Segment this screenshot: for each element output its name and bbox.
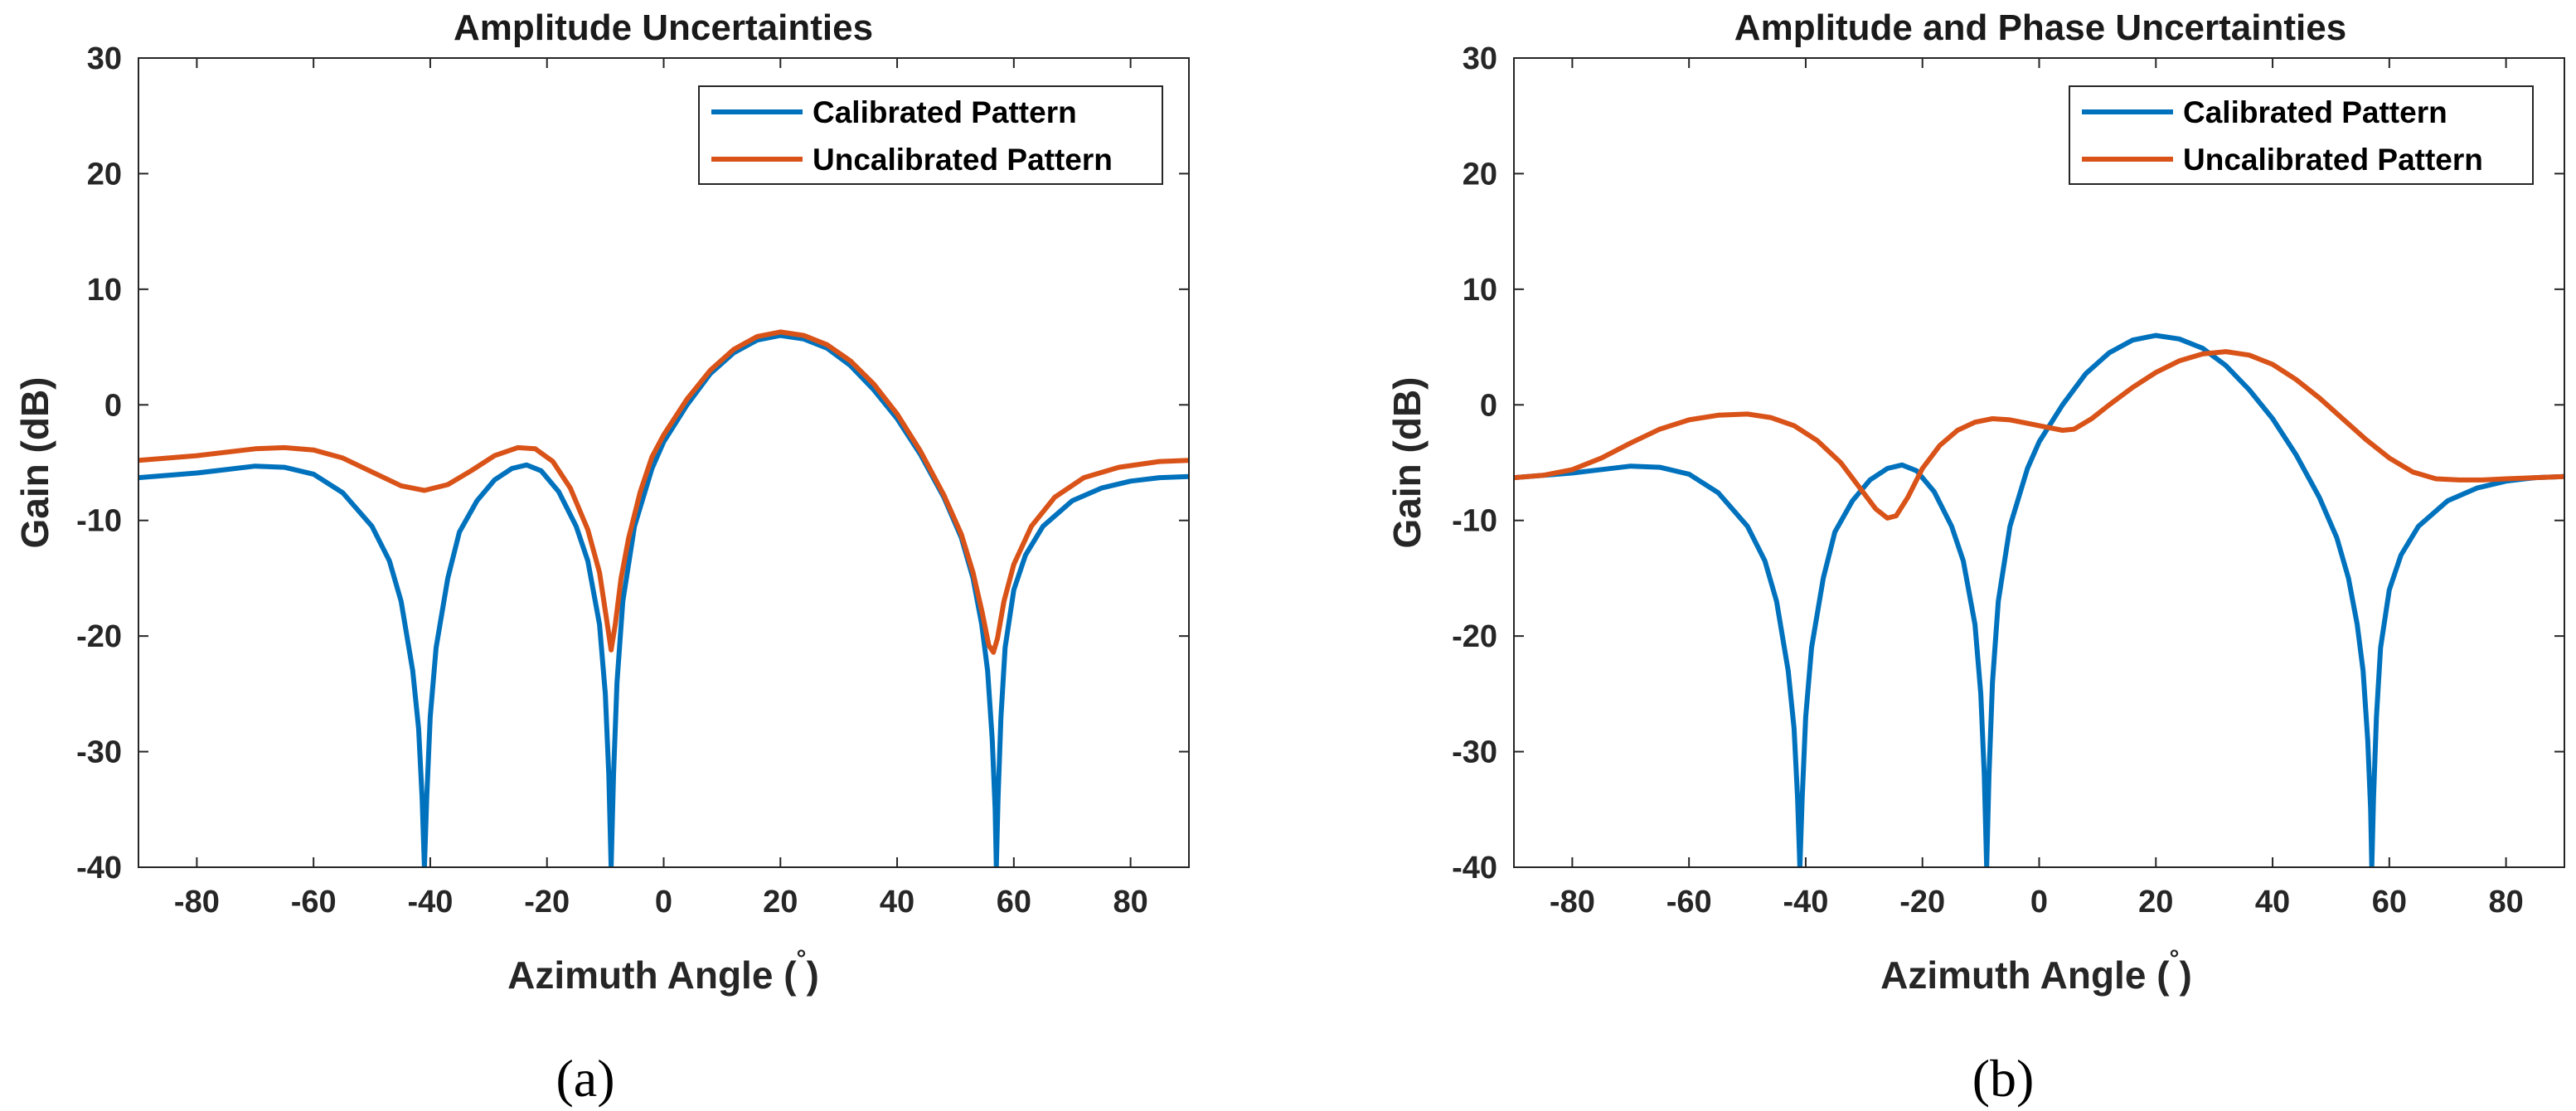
legend-calibrated-label: Calibrated Pattern: [813, 95, 1077, 129]
x-tick-label: -40: [407, 885, 453, 919]
x-tick-label: -60: [1666, 885, 1712, 919]
x-tick-label: 20: [763, 885, 798, 919]
x-tick-labels: -80 -60 -40 -20 0 20 40 60 80: [1550, 885, 2524, 919]
y-tick-label: -40: [76, 851, 122, 885]
y-tick-label: 30: [1463, 41, 1497, 76]
subfigure-caption: (b): [1972, 1049, 2035, 1108]
legend-box: [2069, 85, 2534, 185]
x-tick-label: 60: [997, 885, 1031, 919]
x-tick-label: 60: [2372, 885, 2407, 919]
y-tick-label: 0: [104, 388, 122, 423]
y-tick-label: 0: [1480, 388, 1497, 423]
y-tick-label: -10: [1452, 504, 1497, 539]
x-tick-label: -80: [1550, 885, 1595, 919]
y-tick-labels: -40 -30 -20 -10 0 10 20 30: [76, 41, 122, 885]
legend: Calibrated Pattern Uncalibrated Pattern: [2069, 85, 2534, 185]
axes-box: [138, 57, 1190, 868]
x-axis-degree-symbol: °: [2170, 945, 2180, 973]
y-tick-label: 20: [1463, 157, 1497, 192]
series-group: [138, 329, 1189, 867]
y-tick-labels: -40 -30 -20 -10 0 10 20 30: [1452, 41, 1497, 885]
x-tick-label: 40: [2255, 885, 2290, 919]
x-tick-labels: -80 -60 -40 -20 0 20 40 60 80: [174, 885, 1148, 919]
x-axis-label: Azimuth Angle (°): [507, 945, 819, 997]
x-tick-label: 40: [880, 885, 914, 919]
series-group: [1514, 332, 2564, 867]
x-tick-label: 20: [2138, 885, 2173, 919]
calibrated-pattern-line: [1514, 332, 2564, 867]
uncalibrated-pattern-line: [1514, 349, 2564, 521]
y-tick-label: -20: [1452, 619, 1497, 654]
chart-amplitude-uncertainties: -80 -60 -40 -20 0 20 40 60 80 -40 -30 -20 -10 0 10 20 3…: [13, 7, 1190, 1108]
chart-title: Amplitude and Phase Uncertainties: [1734, 7, 2346, 48]
x-tick-label: 0: [2030, 885, 2048, 919]
y-tick-label: -30: [1452, 735, 1497, 770]
x-tick-label: -80: [174, 885, 220, 919]
x-tick-label: 80: [2488, 885, 2523, 919]
calibrated-pattern-line: [138, 332, 1189, 867]
y-tick-label: 10: [87, 273, 122, 308]
subfigure-caption: (a): [555, 1049, 614, 1108]
y-tick-label: 20: [87, 157, 122, 192]
y-tick-label: -20: [76, 619, 122, 654]
legend-uncalibrated-label: Uncalibrated Pattern: [813, 143, 1113, 177]
x-axis-label-close: ): [2180, 953, 2192, 997]
legend: Calibrated Pattern Uncalibrated Pattern: [698, 85, 1163, 185]
y-tick-label: -30: [76, 735, 122, 770]
y-tick-label: 30: [87, 41, 122, 76]
plot-area: [138, 58, 1189, 867]
x-tick-label: -60: [291, 885, 337, 919]
x-axis-degree-symbol: °: [797, 945, 807, 973]
x-tick-label: 80: [1113, 885, 1147, 919]
x-axis-label: Azimuth Angle (°): [1880, 945, 2192, 997]
legend-calibrated-label: Calibrated Pattern: [2183, 95, 2447, 129]
y-axis-label: Gain (dB): [1385, 377, 1429, 549]
x-axis-label-text: Azimuth Angle (: [1880, 953, 2170, 997]
axes-box: [1513, 57, 2565, 868]
x-tick-label: -40: [1783, 885, 1828, 919]
legend-box: [698, 85, 1163, 185]
x-tick-label: -20: [1899, 885, 1945, 919]
y-axis-label: Gain (dB): [13, 377, 56, 549]
plot-area: [1514, 58, 2564, 867]
x-tick-label: 0: [655, 885, 672, 919]
x-axis-label-close: ): [807, 953, 819, 997]
chart-title: Amplitude Uncertainties: [454, 7, 873, 48]
y-tick-label: -40: [1452, 851, 1497, 885]
uncalibrated-pattern-line: [138, 329, 1189, 655]
x-tick-label: -20: [524, 885, 570, 919]
legend-uncalibrated-label: Uncalibrated Pattern: [2183, 143, 2483, 177]
y-tick-label: -10: [76, 504, 122, 539]
x-axis-label-text: Azimuth Angle (: [507, 953, 797, 997]
y-tick-label: 10: [1463, 273, 1497, 308]
chart-amplitude-and-phase-uncertainties: -80 -60 -40 -20 0 20 40 60 80 -40 -30 -20 -10 0 10 20 3…: [1385, 7, 2565, 1108]
